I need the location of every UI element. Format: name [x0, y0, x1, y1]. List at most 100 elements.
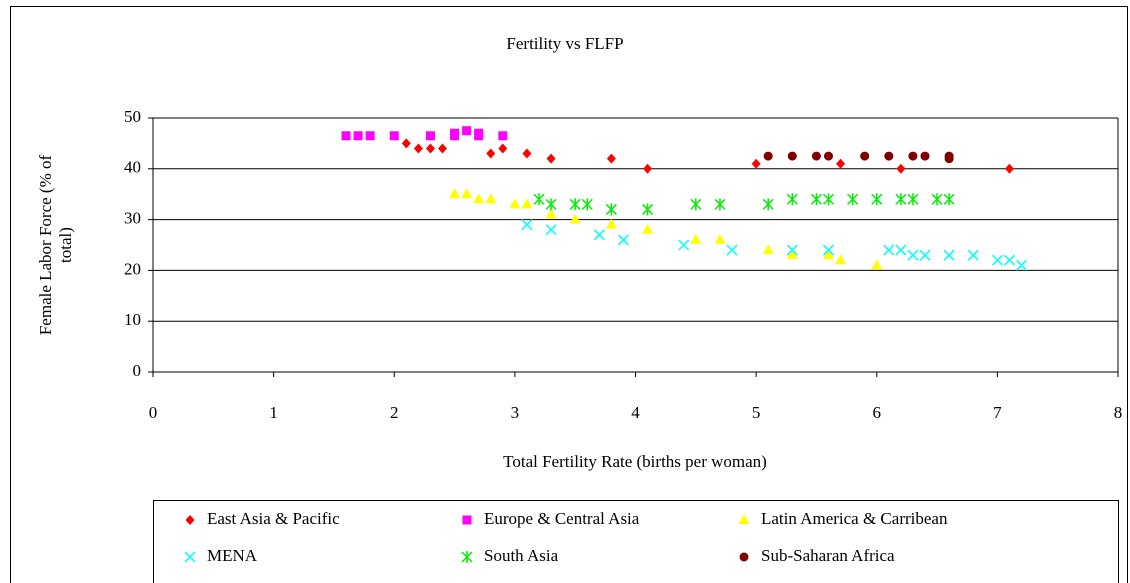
point — [836, 158, 846, 169]
y-tick-label: 0 — [133, 361, 142, 380]
point — [690, 233, 702, 244]
point — [533, 193, 545, 206]
point — [593, 229, 605, 241]
x-tick-label: 6 — [873, 403, 882, 422]
point — [762, 198, 774, 211]
legend-label: East Asia & Pacific — [207, 509, 340, 528]
point — [486, 148, 496, 159]
point — [895, 193, 907, 206]
legend-label: MENA — [207, 546, 258, 565]
point — [365, 131, 375, 141]
legend-label: Latin America & Carribean — [761, 509, 948, 528]
point — [642, 223, 654, 234]
point — [931, 193, 943, 206]
y-tick-label: 10 — [124, 310, 141, 329]
point — [822, 244, 835, 256]
point — [714, 198, 726, 211]
y-tick-label: 40 — [124, 158, 141, 177]
legend-label: Europe & Central Asia — [484, 509, 640, 528]
point — [919, 249, 931, 261]
point — [871, 193, 883, 206]
point — [569, 213, 581, 224]
point — [425, 131, 435, 141]
point — [822, 193, 835, 206]
y-axis-label: Female Labor Force (% of — [36, 155, 55, 336]
point — [461, 188, 473, 199]
x-tick-label: 4 — [631, 403, 640, 422]
point — [425, 143, 435, 154]
legend-marker — [461, 551, 473, 563]
point — [498, 131, 508, 141]
point — [847, 193, 859, 206]
point — [353, 131, 363, 141]
point — [605, 218, 617, 229]
x-tick-label: 1 — [269, 403, 278, 422]
point — [908, 151, 918, 161]
point — [810, 193, 822, 206]
point — [786, 193, 798, 206]
legend-box — [153, 500, 1119, 583]
point — [967, 249, 979, 261]
point — [462, 126, 472, 136]
y-axis-label: total) — [56, 227, 75, 263]
point — [751, 158, 761, 169]
point — [762, 244, 774, 255]
point — [787, 151, 797, 161]
point — [389, 131, 399, 141]
point — [763, 151, 773, 161]
x-tick-label: 5 — [752, 403, 761, 422]
legend-marker — [462, 515, 472, 525]
point — [581, 198, 593, 211]
point — [341, 131, 351, 141]
point — [509, 198, 521, 209]
point — [823, 249, 834, 260]
point — [920, 151, 930, 161]
point — [726, 244, 738, 256]
point — [617, 234, 629, 246]
point — [521, 219, 533, 231]
point — [860, 151, 870, 161]
point — [884, 151, 894, 161]
point — [522, 148, 532, 159]
legend-label: South Asia — [484, 546, 559, 565]
point — [473, 193, 485, 204]
x-tick-label: 3 — [511, 403, 520, 422]
x-tick-label: 0 — [149, 403, 158, 422]
point — [944, 154, 954, 164]
point — [1004, 163, 1014, 174]
point — [569, 198, 581, 211]
point — [449, 188, 461, 199]
y-tick-label: 30 — [124, 209, 141, 228]
point — [835, 254, 847, 265]
point — [824, 151, 833, 161]
point — [907, 193, 919, 206]
point — [907, 249, 919, 261]
point — [895, 244, 907, 256]
point — [690, 198, 702, 211]
point — [714, 233, 726, 244]
point — [606, 153, 616, 164]
point — [450, 128, 460, 138]
x-axis-label: Total Fertility Rate (births per woman) — [503, 452, 767, 471]
point — [485, 193, 497, 204]
point — [546, 153, 556, 164]
x-tick-label: 8 — [1114, 403, 1123, 422]
point — [1015, 259, 1028, 271]
point — [413, 143, 423, 154]
x-tick-label: 2 — [390, 403, 399, 422]
y-tick-label: 20 — [124, 259, 141, 278]
point — [786, 244, 798, 256]
legend-label: Sub-Saharan Africa — [761, 546, 895, 565]
point — [498, 143, 508, 154]
point — [786, 249, 798, 260]
point — [943, 193, 955, 206]
point — [871, 259, 883, 270]
point — [896, 163, 906, 174]
legend-marker — [184, 551, 196, 563]
point — [545, 198, 557, 211]
chart-border — [10, 6, 1128, 583]
point — [883, 244, 895, 256]
legend-marker — [738, 514, 750, 524]
legend-marker — [739, 552, 749, 562]
